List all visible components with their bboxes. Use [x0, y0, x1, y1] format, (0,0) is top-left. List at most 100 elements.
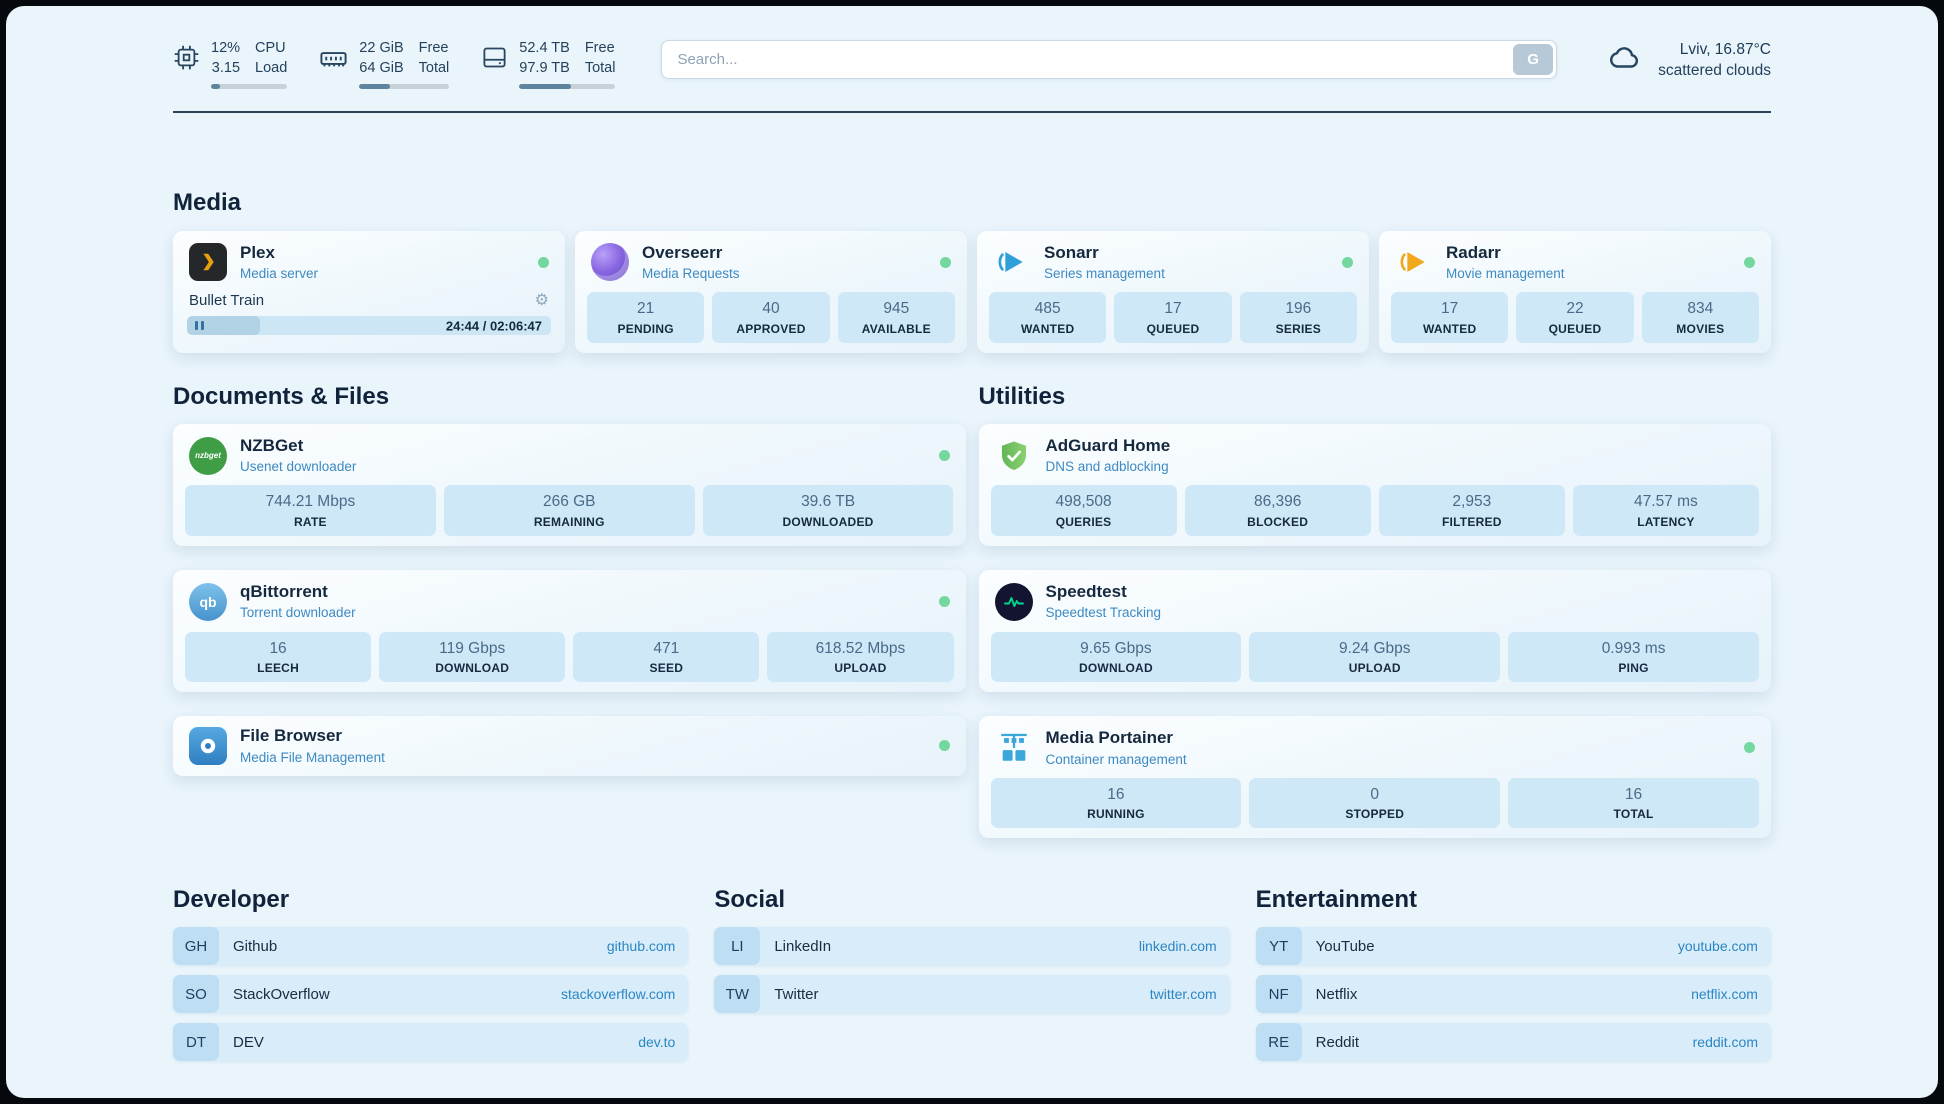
speedtest-icon: [994, 582, 1033, 621]
bookmark-name: Reddit: [1315, 1033, 1360, 1051]
memory-free-value: 22 GiB: [359, 40, 404, 56]
bookmark-url: netflix.com: [1691, 986, 1758, 1003]
bookmark-linkedin[interactable]: LI LinkedIn linkedin.com: [714, 927, 1230, 966]
bookmark-name: Twitter: [774, 985, 819, 1003]
section-title-social: Social: [714, 886, 786, 914]
stat-tile: 16 TOTAL: [1508, 777, 1759, 829]
cpu-load-label: Load: [255, 60, 288, 77]
service-card-sonarr[interactable]: Sonarr Series management 485 WANTED 17 Q…: [977, 230, 1369, 353]
service-card-nzbget[interactable]: nzbget NZBGet Usenet downloader 744.21 M…: [173, 423, 966, 546]
bookmark-abbr: GH: [173, 927, 219, 966]
bookmark-name: DEV: [233, 1033, 264, 1051]
bookmark-netflix[interactable]: NF Netflix netflix.com: [1255, 975, 1771, 1014]
status-dot: [1744, 256, 1755, 268]
disk-total-label: Total: [584, 60, 616, 77]
section-title-utilities: Utilities: [978, 382, 1066, 410]
bookmark-dev[interactable]: DT DEV dev.to: [173, 1023, 689, 1062]
service-name: Radarr: [1446, 242, 1501, 262]
bookmark-abbr: TW: [714, 975, 761, 1014]
service-name: Overseerr: [642, 242, 723, 262]
service-card-radarr[interactable]: Radarr Movie management 17 WANTED 22 QUE…: [1379, 230, 1771, 353]
disk-widget: 52.4 TB 97.9 TB Free Total: [481, 38, 616, 89]
search-input[interactable]: [661, 40, 1558, 79]
search-provider-button[interactable]: G: [1513, 44, 1554, 75]
bookmark-abbr: LI: [714, 927, 761, 966]
bookmark-name: LinkedIn: [774, 937, 832, 955]
bookmark-github[interactable]: GH Github github.com: [173, 927, 689, 966]
bookmark-abbr: DT: [173, 1023, 219, 1062]
playback-progress-bar[interactable]: 24:44 / 02:06:47: [187, 316, 551, 336]
memory-total-value: 64 GiB: [359, 60, 404, 77]
service-name: qBittorrent: [240, 581, 328, 601]
stat-tile: 498,508 QUERIES: [990, 485, 1177, 536]
memory-progress-bar: [359, 83, 450, 89]
bookmark-reddit[interactable]: RE Reddit reddit.com: [1255, 1023, 1771, 1062]
bookmark-stackoverflow[interactable]: SO StackOverflow stackoverflow.com: [173, 975, 689, 1014]
stat-tile: 16 LEECH: [185, 631, 372, 683]
bookmark-name: StackOverflow: [233, 985, 330, 1003]
section-developer: Developer GH Github github.com SO StackO…: [173, 886, 689, 1071]
weather-condition: scattered clouds: [1658, 61, 1771, 79]
section-social: Social LI LinkedIn linkedin.com TW Twitt…: [714, 886, 1230, 1071]
service-description: Series management: [1044, 265, 1165, 281]
bookmark-url: linkedin.com: [1138, 938, 1217, 955]
dashboard-page: 12% 3.15 CPU Load: [6, 6, 1938, 1098]
filebrowser-icon: [189, 726, 227, 765]
status-dot: [938, 450, 950, 462]
service-card-adguard[interactable]: AdGuard Home DNS and adblocking 498,508 …: [978, 423, 1771, 546]
stat-tile: 834 MOVIES: [1641, 292, 1759, 343]
disk-free-label: Free: [584, 40, 615, 56]
pause-icon[interactable]: [195, 321, 204, 331]
weather-widget: Lviv, 16.87°C scattered clouds: [1603, 40, 1771, 82]
qbittorrent-icon: qb: [189, 582, 227, 621]
service-description: Movie management: [1446, 265, 1565, 281]
service-card-plex[interactable]: Plex Media server Bullet Train ⚙ 24:44: [173, 230, 565, 353]
bookmark-name: YouTube: [1315, 937, 1375, 955]
stat-tile: 17 WANTED: [1391, 292, 1509, 343]
disk-total-value: 97.9 TB: [519, 60, 570, 77]
overseerr-icon: [591, 243, 629, 282]
service-card-qbittorrent[interactable]: qb qBittorrent Torrent downloader 16 LEE…: [173, 569, 966, 693]
service-card-overseerr[interactable]: Overseerr Media Requests 21 PENDING 40 A…: [575, 230, 967, 353]
radarr-icon: [1395, 243, 1433, 281]
plex-icon: [189, 243, 227, 282]
disk-free-value: 52.4 TB: [519, 40, 570, 56]
status-dot: [938, 740, 950, 752]
bookmark-twitter[interactable]: TW Twitter twitter.com: [714, 975, 1230, 1014]
service-card-speedtest[interactable]: Speedtest Speedtest Tracking 9.65 Gbps D…: [978, 569, 1771, 693]
bookmark-url: stackoverflow.com: [560, 986, 676, 1003]
bookmark-name: Github: [233, 937, 278, 955]
stat-tile: 945 AVAILABLE: [837, 292, 955, 343]
service-description: Usenet downloader: [240, 459, 357, 475]
status-dot: [1744, 742, 1755, 754]
section-entertainment: Entertainment YT YouTube youtube.com NF …: [1255, 886, 1771, 1071]
stat-tile: 266 GB REMAINING: [443, 485, 695, 536]
bookmark-youtube[interactable]: YT YouTube youtube.com: [1255, 927, 1771, 966]
service-name: File Browser: [240, 726, 343, 746]
service-name: Plex: [240, 242, 275, 262]
service-name: AdGuard Home: [1045, 435, 1171, 455]
stat-tile: 40 APPROVED: [712, 292, 830, 343]
bookmark-url: twitter.com: [1149, 986, 1217, 1003]
cpu-icon: [173, 44, 200, 76]
weather-location: Lviv, 16.87°C: [1679, 41, 1771, 58]
bookmark-name: Netflix: [1315, 985, 1358, 1003]
stat-tile: 22 QUEUED: [1516, 292, 1634, 343]
section-title-entertainment: Entertainment: [1255, 886, 1418, 914]
cloud-icon: [1603, 41, 1645, 80]
top-bar: 12% 3.15 CPU Load: [173, 6, 1771, 89]
service-card-filebrowser[interactable]: File Browser Media File Management: [173, 716, 966, 776]
service-card-portainer[interactable]: Media Portainer Container management 16 …: [978, 716, 1771, 839]
service-description: Torrent downloader: [240, 605, 356, 621]
stat-tile: 86,396 BLOCKED: [1184, 485, 1371, 536]
section-title-documents: Documents & Files: [173, 382, 390, 410]
gear-icon[interactable]: ⚙: [534, 291, 549, 309]
now-playing-panel: Bullet Train ⚙ 24:44 / 02:06:47: [173, 292, 565, 347]
memory-total-label: Total: [418, 60, 450, 77]
cpu-usage-value: 12%: [211, 40, 241, 56]
bookmark-url: dev.to: [638, 1034, 676, 1051]
service-description: Media server: [240, 265, 319, 281]
nzbget-icon: nzbget: [189, 436, 227, 475]
status-dot: [538, 256, 549, 268]
search-bar: G: [661, 40, 1558, 79]
